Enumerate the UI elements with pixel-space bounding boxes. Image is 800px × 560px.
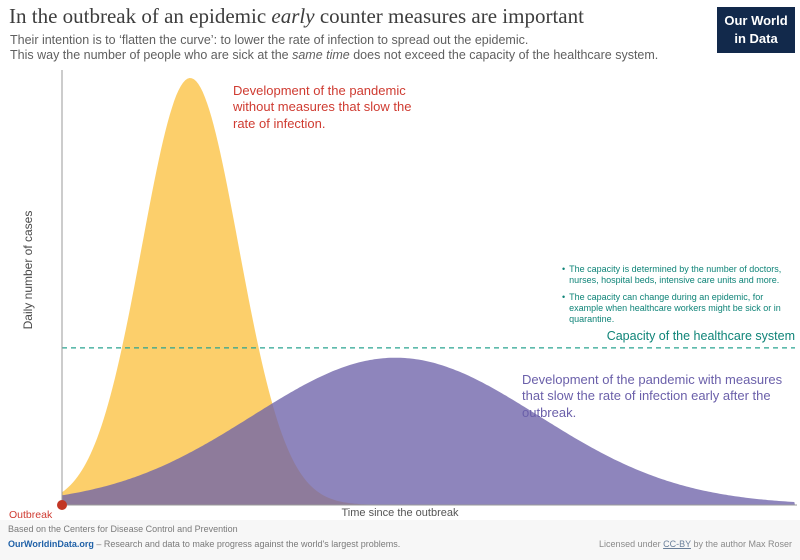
bullet-icon: • — [562, 264, 566, 274]
subtitle2-emphasis: same time — [292, 48, 350, 62]
capacity-note-item: • The capacity can change during an epid… — [562, 292, 798, 326]
curve-with-measures — [62, 357, 795, 505]
outbreak-label: Outbreak — [9, 509, 53, 521]
outbreak-marker-dot — [57, 500, 67, 510]
annotation-no-measures: Development of the pandemic without meas… — [233, 83, 412, 131]
footer-site-line: OurWorldinData.org – Research and data t… — [8, 539, 400, 549]
subtitle-line-1: Their intention is to ‘flatten the curve… — [10, 33, 529, 47]
logo-line-2: in Data — [734, 30, 778, 46]
subtitle2-pre: This way the number of people who are si… — [10, 48, 293, 62]
title-text-post: counter measures are important — [314, 4, 584, 28]
footer: Based on the Centers for Disease Control… — [0, 520, 800, 560]
curve-without-measures — [62, 78, 795, 505]
owid-logo[interactable]: Our World in Data — [717, 7, 795, 53]
capacity-note-item: • The capacity is determined by the numb… — [562, 264, 798, 287]
subtitle-line-2: This way the number of people who are si… — [10, 48, 658, 62]
license-text: Licensed under CC-BY by the author Max R… — [599, 539, 792, 549]
capacity-line-label: Capacity of the healthcare system — [606, 329, 795, 343]
bullet-icon: • — [562, 291, 566, 302]
capacity-note-text: The capacity can change during an epidem… — [569, 291, 781, 325]
license-link[interactable]: CC-BY — [663, 539, 691, 549]
page-title: In the outbreak of an epidemic early cou… — [9, 4, 709, 29]
footer-site-link[interactable]: OurWorldinData.org — [8, 539, 94, 549]
capacity-note-list: • The capacity is determined by the numb… — [562, 264, 798, 330]
capacity-note-text: The capacity is determined by the number… — [569, 264, 782, 286]
y-axis-label: Daily number of cases — [21, 210, 35, 330]
x-axis-label: Time since the outbreak — [341, 507, 459, 519]
title-emphasis: early — [271, 4, 315, 28]
logo-line-1: Our World — [724, 13, 788, 29]
license-post: by the author Max Roser — [690, 539, 792, 549]
footer-tagline: – Research and data to make progress aga… — [93, 539, 401, 549]
subtitle2-post: does not exceed the capacity of the heal… — [349, 48, 659, 62]
annotation-with-measures: Development of the pandemic with measure… — [522, 372, 783, 420]
license-pre: Licensed under — [599, 539, 664, 549]
title-text-pre: In the outbreak of an epidemic — [9, 4, 272, 28]
footer-source: Based on the Centers for Disease Control… — [8, 524, 238, 534]
